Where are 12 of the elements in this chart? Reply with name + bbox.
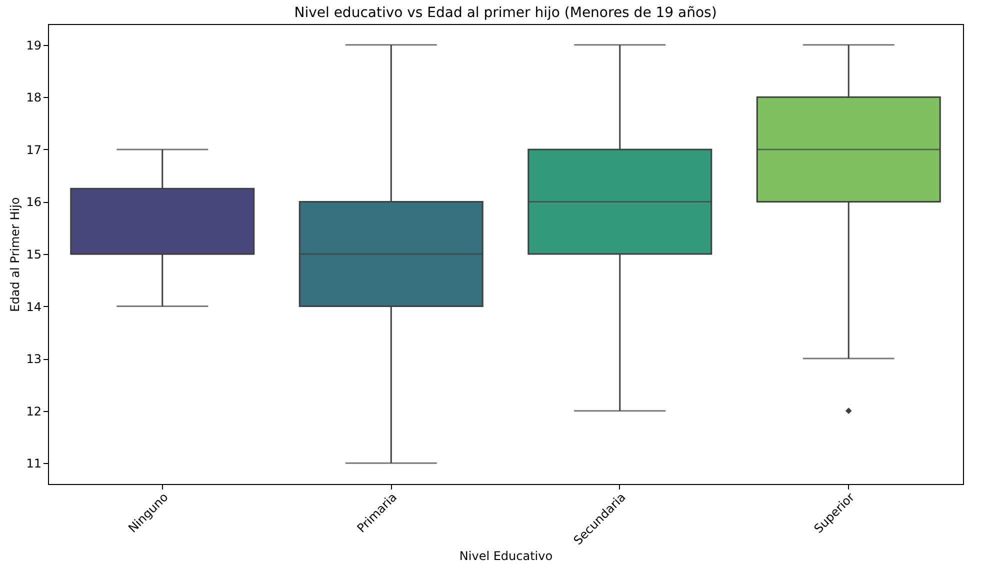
y-tick-label: 11 <box>26 456 42 471</box>
y-tick-label: 12 <box>26 404 42 418</box>
y-tick-label: 13 <box>26 352 42 366</box>
y-tick-label: 19 <box>26 38 42 52</box>
chart-title: Nivel educativo vs Edad al primer hijo (Menores de 19 años) <box>294 5 717 21</box>
y-tick-label: 17 <box>26 142 42 157</box>
y-tick-label: 18 <box>26 90 42 105</box>
y-tick-label: 15 <box>26 248 42 262</box>
y-tick-label: 16 <box>26 195 42 210</box>
y-tick-label: 14 <box>26 300 42 314</box>
y-axis-title: Edad al Primer Hijo <box>8 197 22 312</box>
x-axis-title: Nivel Educativo <box>459 548 553 563</box>
